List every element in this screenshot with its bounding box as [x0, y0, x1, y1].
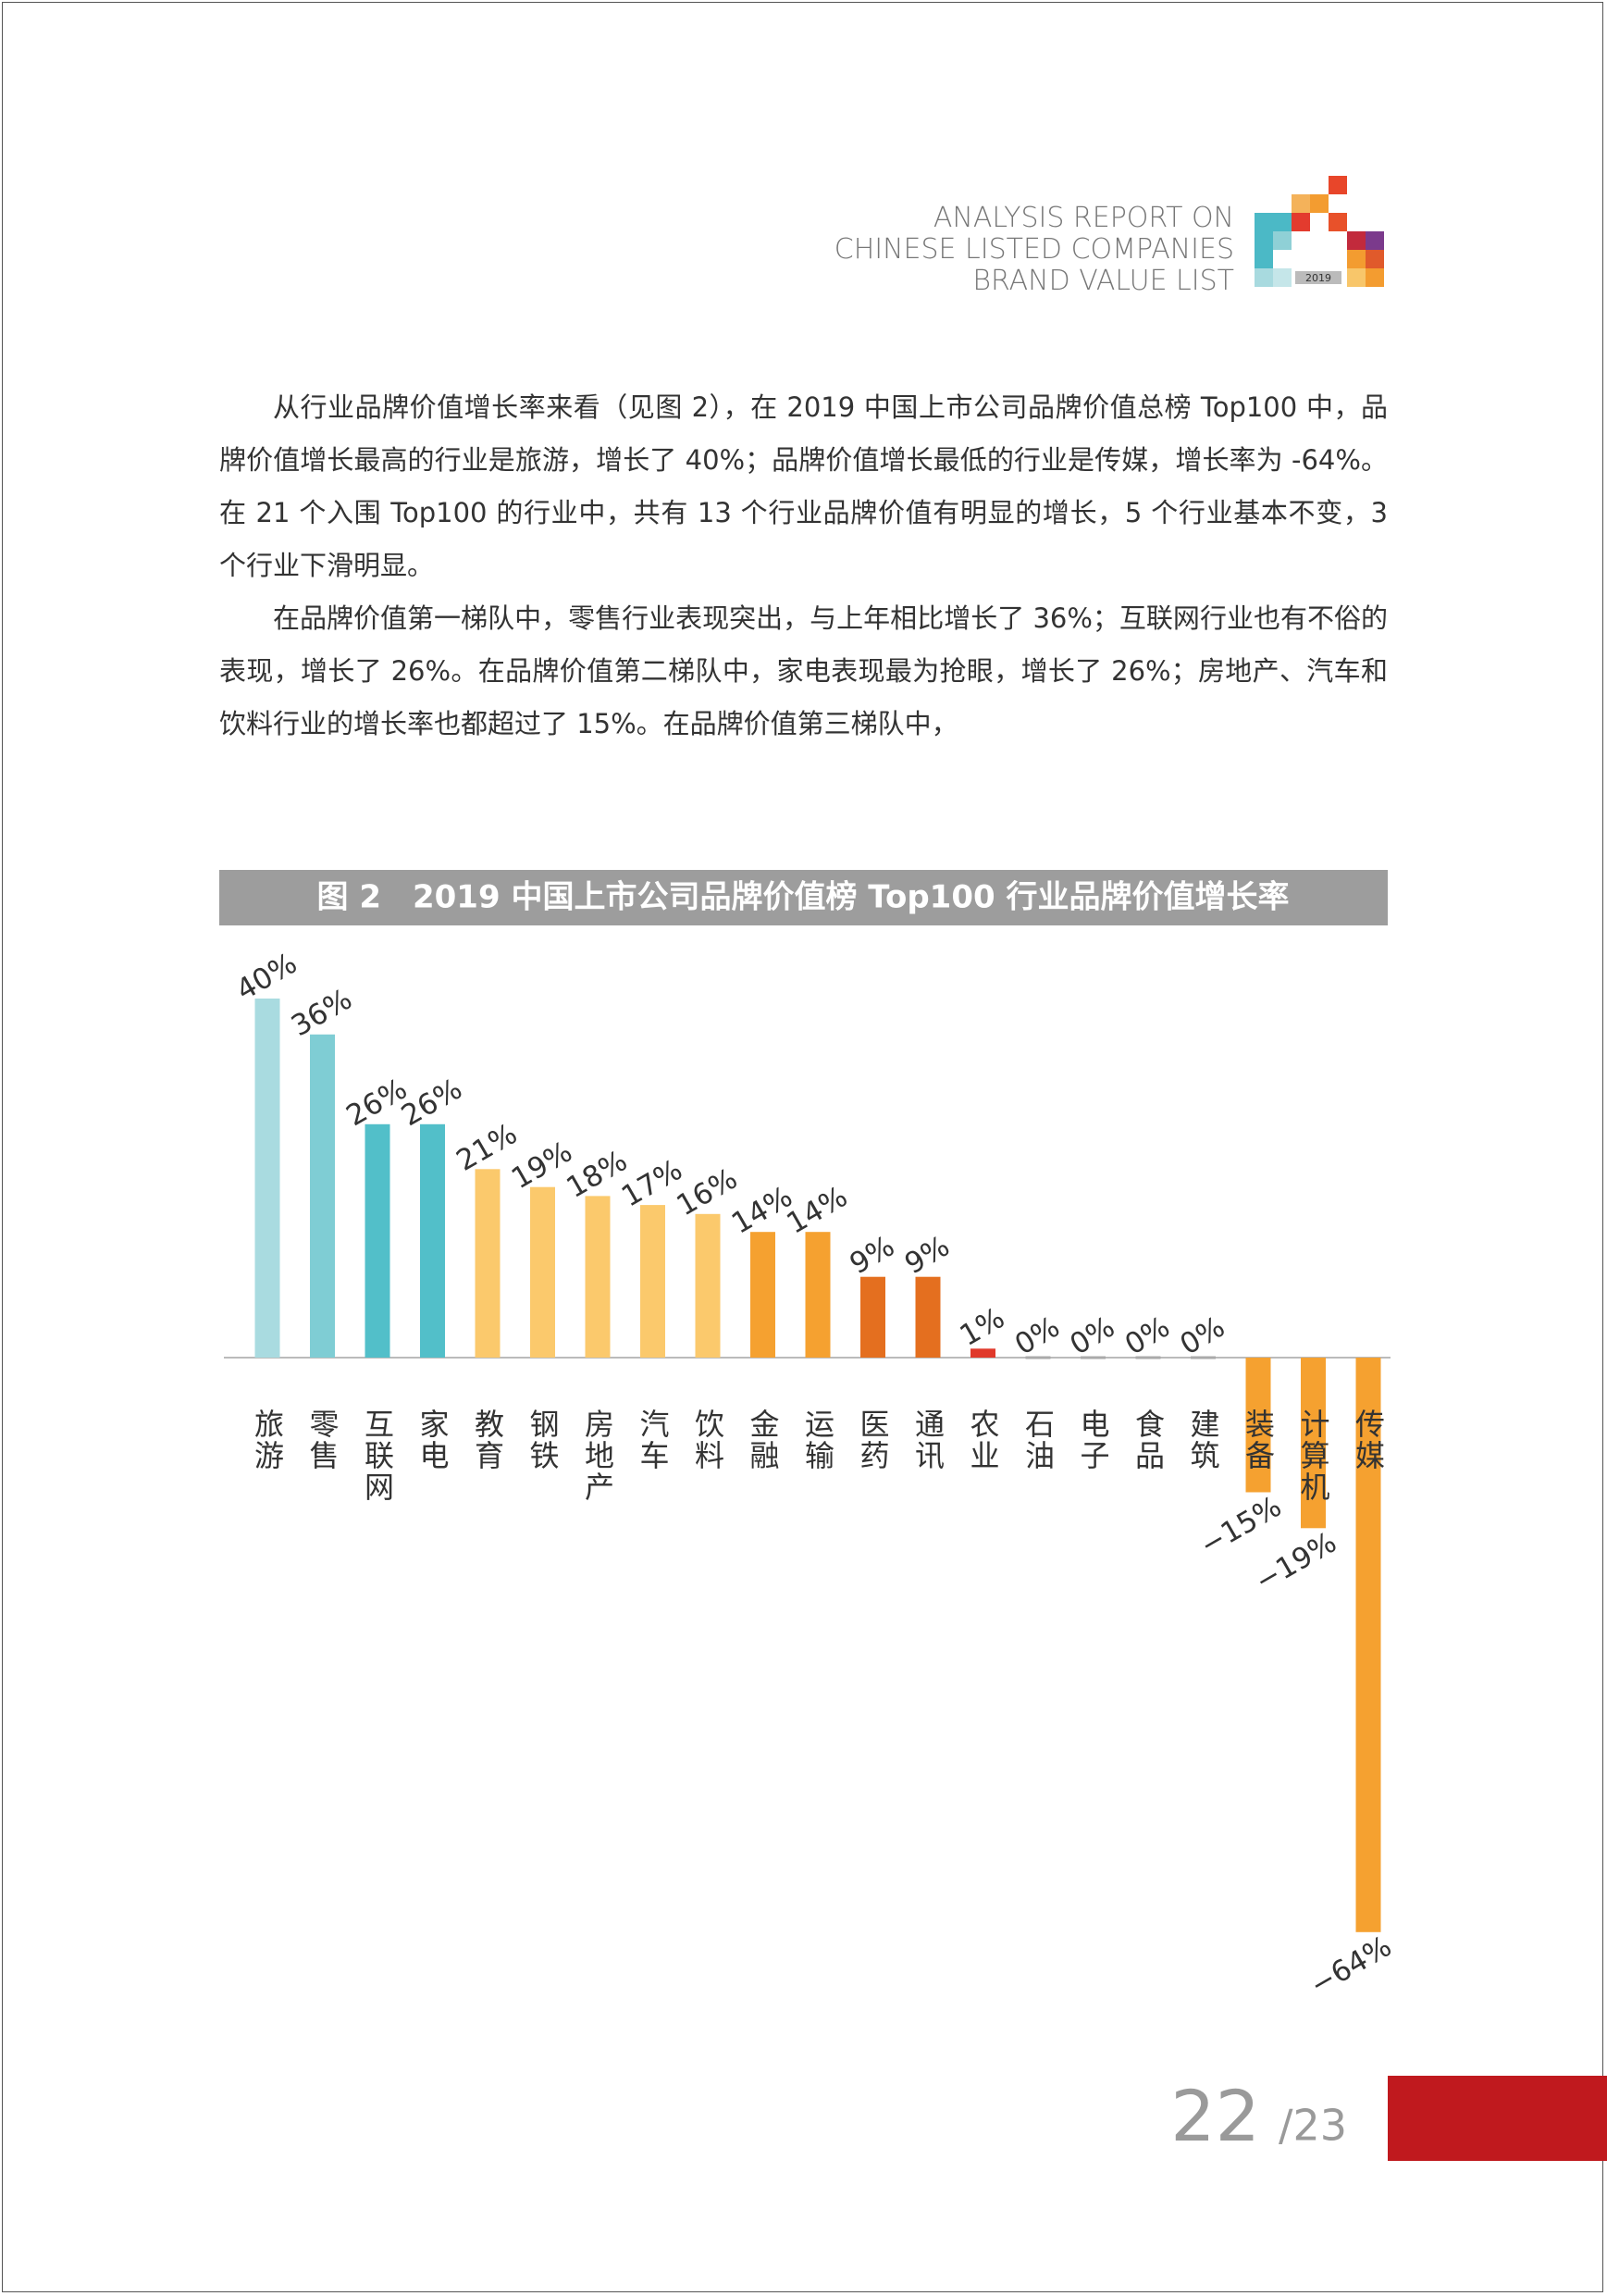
page-bar: [1388, 2076, 1607, 2161]
bar: [750, 1232, 775, 1358]
category-label: 汽车: [636, 1409, 671, 1471]
category-label: 计算机: [1296, 1409, 1331, 1503]
chart-title: 图 2 2019 中国上市公司品牌价值榜 Top100 行业品牌价值增长率: [317, 879, 1290, 916]
category-label: 运输: [800, 1409, 835, 1471]
bar: [365, 1123, 390, 1358]
page-total: /23: [1279, 2101, 1347, 2151]
bar: [1245, 1358, 1271, 1493]
value-label: 36%: [286, 983, 358, 1044]
value-label: −19%: [1250, 1526, 1342, 1599]
bar: [1135, 1356, 1161, 1359]
bar: [1081, 1356, 1106, 1359]
body-text: 从行业品牌价值增长率来看（见图 2），在 2019 中国上市公司品牌价值总榜 T…: [219, 381, 1388, 751]
category-label: 房地产: [580, 1409, 615, 1503]
category-label: 饮料: [690, 1409, 725, 1471]
header-line: BRAND VALUE LIST: [972, 265, 1234, 297]
category-label: 医药: [856, 1409, 891, 1471]
category-label: 金融: [746, 1409, 781, 1471]
value-label: −64%: [1304, 1930, 1397, 2003]
bar: [1025, 1356, 1051, 1359]
bar: [915, 1276, 941, 1358]
bar: [695, 1213, 721, 1358]
bar: [475, 1169, 501, 1358]
logo-year: 2019: [1305, 272, 1331, 284]
bar: [310, 1034, 335, 1358]
bar: [970, 1348, 995, 1358]
bar: [1301, 1358, 1326, 1529]
value-label: 0%: [1174, 1310, 1230, 1362]
page-number: 22: [1170, 2075, 1260, 2157]
category-label: 家电: [415, 1409, 451, 1471]
bar: [1191, 1356, 1216, 1359]
bar: [860, 1276, 885, 1358]
header-line: CHINESE LISTED COMPANIES: [834, 233, 1234, 266]
category-label: 农业: [966, 1409, 1001, 1471]
bar: [1355, 1358, 1381, 1932]
category-label: 钢铁: [525, 1409, 561, 1471]
value-label: 1%: [954, 1301, 1010, 1353]
category-label: 电子: [1076, 1409, 1111, 1471]
bar: [530, 1186, 555, 1358]
category-label: 通讯: [910, 1409, 946, 1471]
category-label: 石油: [1020, 1409, 1056, 1471]
bar: [420, 1123, 445, 1358]
value-label: 40%: [230, 947, 303, 1008]
value-label: 0%: [1009, 1310, 1066, 1362]
bar: [254, 999, 280, 1358]
bar: [640, 1205, 665, 1358]
category-label: 装备: [1241, 1409, 1276, 1471]
value-label: 9%: [899, 1230, 956, 1282]
value-label: 0%: [1119, 1310, 1176, 1362]
category-label: 旅游: [250, 1409, 285, 1471]
category-label: 传媒: [1351, 1409, 1386, 1471]
value-label: 0%: [1064, 1310, 1120, 1362]
value-label: 9%: [844, 1230, 900, 1282]
category-label: 零售: [305, 1409, 340, 1471]
paragraph: 从行业品牌价值增长率来看（见图 2），在 2019 中国上市公司品牌价值总榜 T…: [219, 391, 1388, 581]
chart-title-banner: [219, 870, 1388, 925]
header-line: ANALYSIS REPORT ON: [933, 202, 1234, 234]
category-label: 互联网: [360, 1409, 395, 1503]
category-label: 建筑: [1186, 1409, 1221, 1471]
bar: [585, 1196, 611, 1358]
value-label: 14%: [781, 1180, 853, 1241]
logo: [1255, 176, 1384, 287]
bar: [805, 1232, 831, 1358]
category-label: 教育: [470, 1409, 505, 1471]
category-label: 食品: [1131, 1409, 1166, 1471]
value-label: 26%: [396, 1073, 468, 1134]
value-label: −15%: [1194, 1490, 1287, 1563]
paragraph: 在品牌价值第一梯队中，零售行业表现突出，与上年相比增长了 36%；互联网行业也有…: [219, 602, 1388, 739]
